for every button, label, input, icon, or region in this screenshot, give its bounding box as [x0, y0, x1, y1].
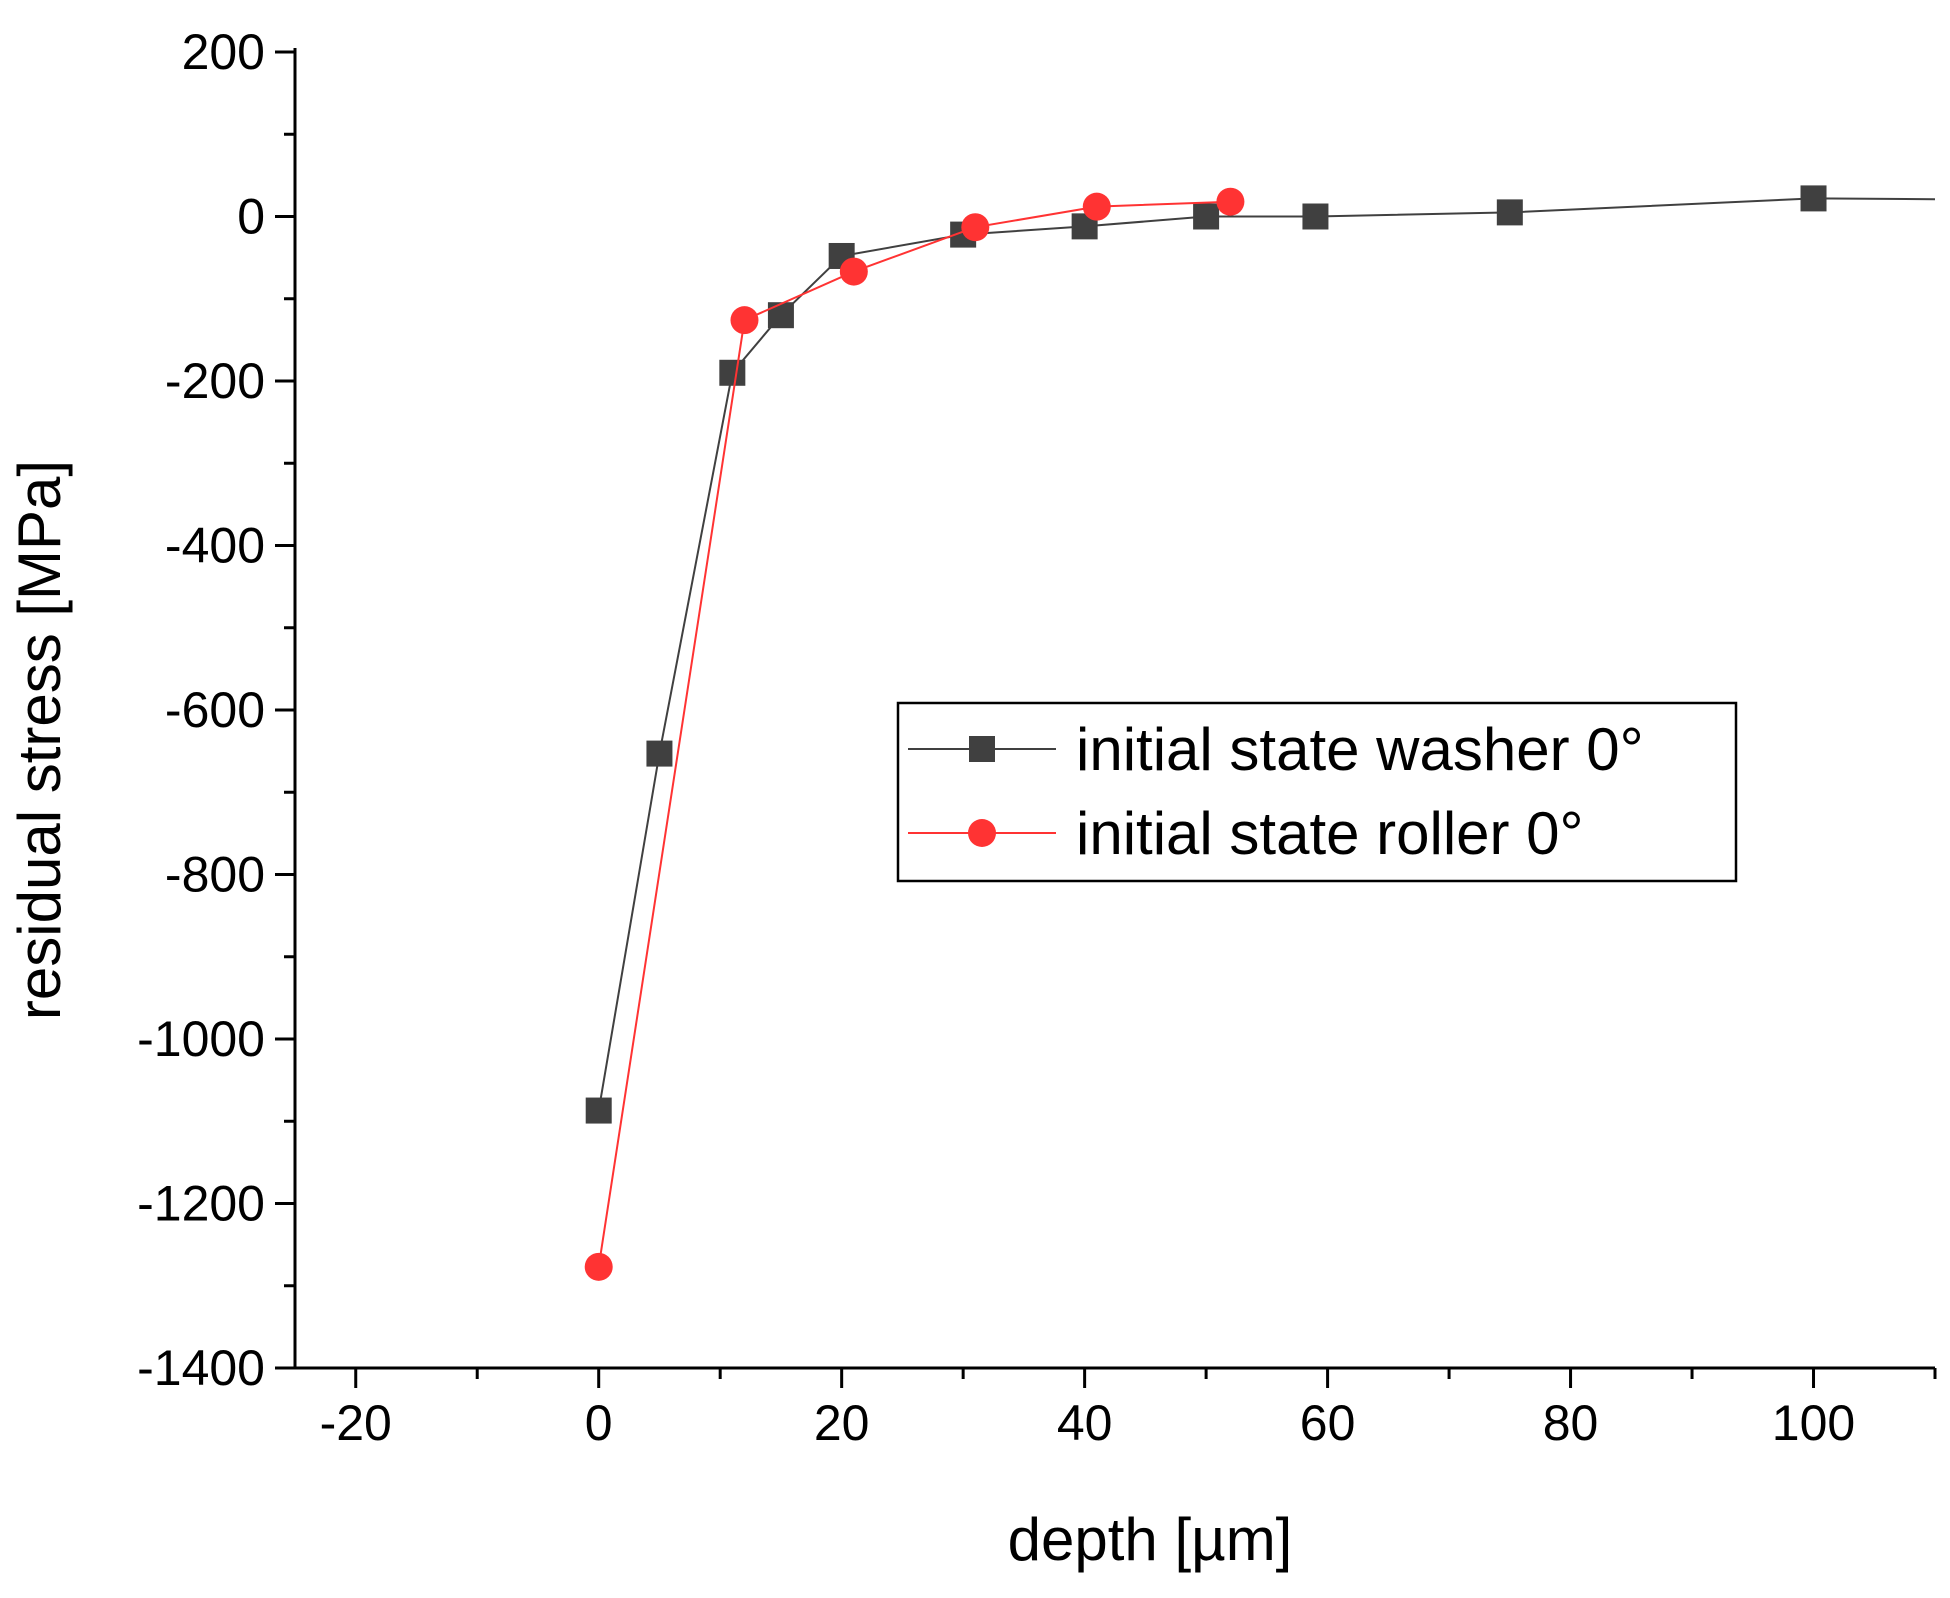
x-tick-label: 20: [814, 1395, 870, 1451]
y-tick-label: -1200: [137, 1176, 265, 1232]
legend-label: initial state washer 0°: [1076, 716, 1644, 783]
y-tick-label: 0: [237, 189, 265, 245]
y-tick-label: -800: [165, 847, 265, 903]
data-point-square: [719, 359, 746, 386]
series-group: [584, 185, 1935, 1281]
data-point-square: [646, 740, 673, 767]
data-point-circle: [961, 213, 990, 242]
x-tick-label: -20: [320, 1395, 392, 1451]
x-tick-label: 60: [1300, 1395, 1356, 1451]
series-1: [585, 185, 1935, 1124]
y-axis-label: residual stress [MPa]: [6, 460, 73, 1020]
data-point-square: [1193, 203, 1220, 230]
x-tick-label: 80: [1543, 1395, 1599, 1451]
y-tick-label: -200: [165, 353, 265, 409]
data-point-circle: [584, 1252, 613, 1281]
data-point-circle: [1216, 187, 1245, 216]
data-point-circle: [730, 306, 759, 335]
data-point-square: [1496, 199, 1523, 226]
legend-marker-circle: [968, 819, 996, 847]
legend-label: initial state roller 0°: [1076, 800, 1584, 867]
data-point-square: [585, 1097, 612, 1124]
series-line: [597, 197, 1935, 1111]
y-tick-label: 200: [182, 24, 265, 80]
series-2: [584, 187, 1245, 1281]
data-point-square: [1800, 185, 1827, 212]
x-axis-label: depth [µm]: [1008, 1506, 1293, 1573]
y-tick-label: -1000: [137, 1011, 265, 1067]
legend-box: [896, 701, 1738, 883]
x-tick-label: 40: [1057, 1395, 1113, 1451]
y-tick-label: -1400: [137, 1340, 265, 1396]
data-point-square: [1302, 203, 1329, 230]
legend-marker-square: [969, 736, 995, 762]
x-tick-label: 100: [1772, 1395, 1855, 1451]
data-point-square: [767, 302, 794, 329]
legend: initial state washer 0° initial state rol…: [896, 701, 1738, 883]
y-tick-label: -400: [165, 518, 265, 574]
y-tick-label: -600: [165, 682, 265, 738]
series-line: [597, 200, 1231, 1267]
data-point-circle: [839, 257, 868, 286]
data-point-circle: [1082, 192, 1111, 221]
x-tick-label: 0: [585, 1395, 613, 1451]
